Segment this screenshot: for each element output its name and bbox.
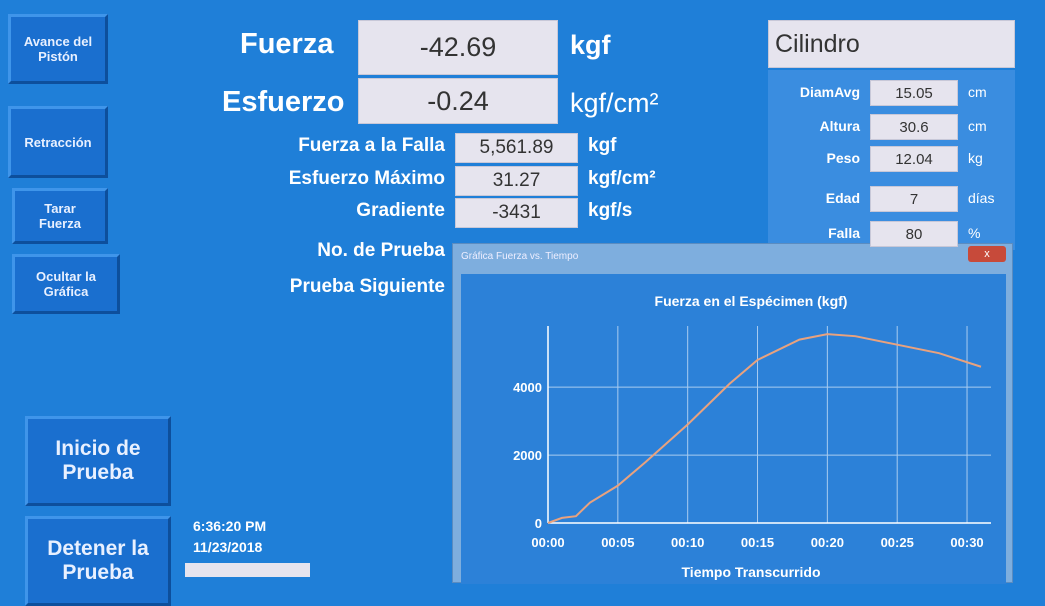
field: [185, 563, 310, 577]
label: DiamAvg: [799, 84, 860, 100]
button[interactable]: Retracción: [8, 106, 108, 178]
x-tick-label: 00:25: [881, 535, 914, 550]
label: Falla: [828, 225, 860, 241]
x-tick-label: 00:10: [671, 535, 704, 550]
chart-title: Fuerza en el Espécimen (kgf): [655, 293, 848, 309]
label: Gradiente: [356, 200, 445, 221]
unit: kgf: [570, 30, 611, 60]
unit: kg: [968, 150, 983, 166]
button[interactable]: Tarar Fuerza: [12, 188, 108, 244]
button[interactable]: Detener la Prueba: [25, 516, 171, 606]
x-tick-label: 00:20: [811, 535, 844, 550]
button[interactable]: Ocultar la Gráfica: [12, 254, 120, 314]
value-box: 31.27: [455, 166, 578, 196]
y-tick-label: 4000: [513, 380, 542, 395]
value-box: -42.69: [358, 20, 558, 75]
screen: Avance del Pistón Retracción Tarar Fuerz…: [8, 14, 1015, 606]
value-box: 30.6: [870, 114, 958, 140]
x-axis-label: Tiempo Transcurrido: [682, 564, 821, 580]
data-line: [547, 333, 982, 524]
specimen-type[interactable]: Cilindro: [768, 20, 1015, 68]
date: 11/23/2018: [193, 539, 263, 555]
x-tick-label: 00:05: [601, 535, 634, 550]
label: Prueba Siguiente: [289, 276, 445, 297]
unit: kgf/cm²: [588, 168, 656, 189]
button[interactable]: Inicio de Prueba: [25, 416, 171, 506]
value-box: -0.24: [358, 78, 558, 124]
value-box: -3431: [455, 198, 578, 228]
unit: %: [968, 225, 981, 241]
unit: kgf/s: [588, 200, 633, 221]
label: Peso: [826, 150, 860, 166]
close-button[interactable]: x: [968, 246, 1006, 262]
time: 6:36:20 PM: [193, 518, 267, 534]
unit: días: [968, 190, 995, 206]
unit: kgf/cm²: [570, 88, 659, 118]
label: Fuerza: [240, 28, 334, 60]
label: No. de Prueba: [317, 240, 445, 261]
value-box: 12.04: [870, 146, 958, 172]
label: Fuerza a la Falla: [298, 135, 445, 156]
value-box: 5,561.89: [455, 133, 578, 163]
x-tick-label: 00:15: [741, 535, 774, 550]
unit: kgf: [588, 135, 617, 156]
unit: cm: [968, 118, 987, 134]
value-box: 80: [870, 221, 958, 247]
x-tick-label: 00:00: [531, 535, 564, 550]
window-title: Gráfica Fuerza vs. Tiempo: [461, 251, 579, 262]
y-tick-label: 0: [535, 516, 542, 531]
value-box: 7: [870, 186, 958, 212]
value-box: 15.05: [870, 80, 958, 106]
chart-window: Gráfica Fuerza vs. Tiempo x Fuerza en el…: [452, 243, 1013, 584]
label: Esfuerzo Máximo: [288, 168, 445, 189]
x-tick-label: 00:30: [950, 535, 983, 550]
label: Esfuerzo: [222, 86, 345, 118]
button[interactable]: Avance del Pistón: [8, 14, 108, 84]
y-tick-label: 2000: [513, 448, 542, 463]
label: Edad: [825, 190, 860, 206]
unit: cm: [968, 84, 987, 100]
label: Altura: [819, 118, 860, 134]
chart: Fuerza en el Espécimen (kgf) 0 2000 4000 00:…: [513, 293, 991, 580]
plot-area: [461, 274, 1006, 584]
